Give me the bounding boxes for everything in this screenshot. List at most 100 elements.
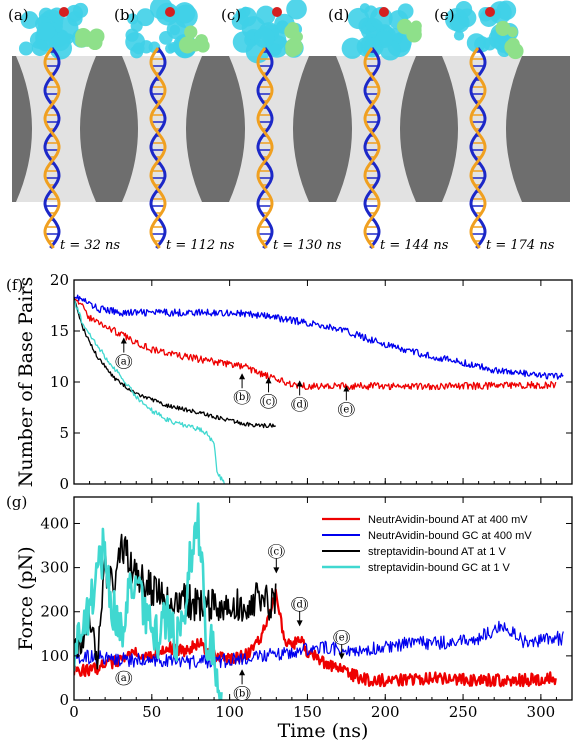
annotation: (c) <box>268 544 285 574</box>
protein-atom <box>18 41 34 56</box>
panel-label: (f) <box>6 276 23 294</box>
protein-atom-green <box>184 25 198 39</box>
x-axis-title: Time (ns) <box>278 720 369 742</box>
annotation-arrowhead <box>120 337 127 344</box>
x-tick-label: 250 <box>449 703 478 721</box>
biotin-site <box>379 7 389 17</box>
protein-atom <box>453 30 465 41</box>
protein-atom <box>347 7 370 30</box>
annotation-circle <box>338 402 355 417</box>
annotation-circle <box>115 354 133 369</box>
protein-atom <box>136 8 155 27</box>
annotation-arrowhead <box>239 373 246 380</box>
annotation-circle <box>233 685 251 701</box>
legend-entry: NeutrAvidin-bound GC at 400 mV <box>368 530 532 542</box>
annotation: (d) <box>291 380 308 412</box>
protein-atom <box>286 0 307 20</box>
annotation-label: (c) <box>262 396 276 407</box>
snapshot-time-label: t = 144 ns <box>380 238 449 253</box>
protein-atom-green <box>75 27 92 45</box>
annotation-label: (a) <box>117 673 131 684</box>
plot-frame <box>73 279 573 485</box>
protein-atom <box>72 2 89 18</box>
annotation-arrowhead <box>273 567 280 574</box>
protein-atom-green <box>396 18 413 35</box>
annotation-arrowhead <box>239 669 246 676</box>
protein-atom <box>455 1 473 18</box>
snapshot-label: (e) <box>434 6 455 24</box>
y-tick-label: 15 <box>50 322 69 340</box>
snapshot-label: (b) <box>114 6 135 24</box>
y-tick-label: 0 <box>59 691 69 709</box>
snapshot-panels: (a) t = 32 ns (b) t = 112 ns (c) t = 130 ns(d… <box>8 0 570 253</box>
snapshot-d: (d) t = 144 ns <box>328 3 449 253</box>
dna-strand-blue <box>256 47 274 249</box>
annotation: (b) <box>233 373 251 405</box>
protein-atom-green <box>495 20 511 36</box>
annotation-arrowhead <box>343 385 350 392</box>
series-line-0 <box>74 294 564 380</box>
snapshot-time-label: t = 130 ns <box>273 238 342 253</box>
protein-atom <box>31 39 49 57</box>
snapshot-label: (a) <box>8 6 29 24</box>
snapshot-b: (b) t = 112 ns <box>114 0 235 253</box>
annotation-circle <box>333 630 350 645</box>
protein-atom-green <box>409 24 422 37</box>
annotation-label: (a) <box>117 357 131 368</box>
protein-atom <box>174 4 198 29</box>
protein-atom-green <box>286 21 299 35</box>
annotation: (c) <box>260 377 277 409</box>
y-tick-label: 200 <box>40 603 69 621</box>
protein-atom <box>36 22 56 41</box>
dna-strand-blue <box>469 47 487 249</box>
protein-atom-green <box>507 43 524 60</box>
annotation-arrowhead <box>296 620 303 627</box>
dna-strand-orange <box>256 47 274 249</box>
snapshot-e: (e) t = 174 ns <box>434 0 555 253</box>
dna-strand-blue <box>363 47 381 249</box>
protein-atom-green <box>88 28 105 45</box>
legend-entry: streptavidin-bound GC at 1 V <box>368 562 511 574</box>
protein-atom <box>341 37 363 59</box>
series-line-3 <box>74 502 223 700</box>
series-line-2 <box>74 297 276 429</box>
annotation-circle <box>115 670 133 686</box>
y-axis-title: Force (pN) <box>15 546 37 650</box>
panel-label: (g) <box>6 493 27 511</box>
dna-strand-orange <box>363 47 381 249</box>
x-tick-label: 300 <box>527 703 556 721</box>
biotin-site <box>272 7 282 17</box>
annotation: (a) <box>115 670 133 686</box>
annotation: (d) <box>291 597 308 627</box>
annotation-circle <box>268 544 285 559</box>
series-line-1 <box>74 620 564 670</box>
series-group <box>74 502 564 700</box>
annotation-circle <box>260 394 277 409</box>
annotation-label: (e) <box>335 632 349 643</box>
annotation-circle <box>291 597 308 612</box>
snapshot-time-label: t = 174 ns <box>486 238 555 253</box>
y-tick-label: 400 <box>40 514 69 532</box>
snapshot-time-label: t = 112 ns <box>166 238 235 253</box>
dna-strand-blue <box>149 47 167 249</box>
protein-atom <box>169 24 181 36</box>
protein-atom <box>159 31 173 45</box>
x-tick-label: 100 <box>215 703 244 721</box>
snapshot-label: (c) <box>221 6 241 24</box>
base-pairs-chart: 0 5 10 15 20 Number of Base Pairs(f) (a) (b) (c)… <box>6 271 573 493</box>
annotation-arrowhead <box>296 380 303 387</box>
protein-atom <box>268 43 282 56</box>
protein-atom <box>20 11 39 29</box>
y-tick-label: 5 <box>59 424 69 442</box>
legend-entry: NeutrAvidin-bound AT at 400 mV <box>368 514 528 526</box>
y-tick-label: 0 <box>59 475 69 493</box>
legend-entry: streptavidin-bound AT at 1 V <box>368 546 506 558</box>
series-line-1 <box>74 298 557 391</box>
snapshot-time-label: t = 32 ns <box>60 238 120 253</box>
protein-atom <box>127 13 139 25</box>
annotation-label: (b) <box>235 392 249 403</box>
dna-strand-orange <box>469 47 487 249</box>
series-line-0 <box>74 588 557 688</box>
annotation-label: (c) <box>270 546 284 557</box>
